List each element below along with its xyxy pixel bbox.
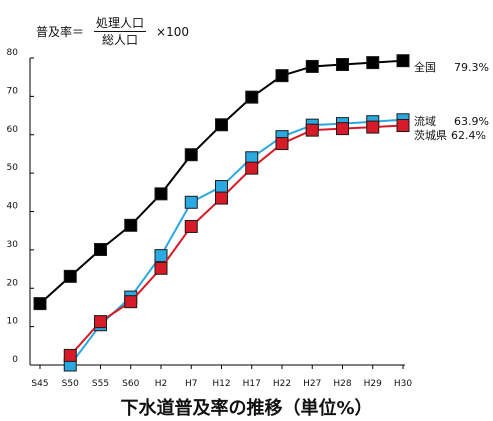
- series-value-label: 62.4%: [451, 129, 486, 142]
- data-point: [94, 315, 107, 329]
- y-tick-label: 30: [7, 240, 19, 250]
- x-tick-label: H22: [273, 379, 291, 389]
- data-point: [366, 120, 380, 134]
- data-point: [154, 249, 168, 263]
- data-point: [336, 122, 349, 136]
- y-tick-label: 70: [7, 86, 19, 96]
- data-point: [215, 180, 228, 194]
- x-tick-label: S45: [31, 379, 48, 389]
- x-tick-label: H2: [155, 379, 168, 389]
- series-value-label: 79.3%: [454, 61, 489, 74]
- data-point: [275, 69, 289, 83]
- x-tick-label: S50: [62, 379, 79, 389]
- series-label: 流域: [414, 114, 436, 128]
- data-point: [94, 242, 107, 256]
- data-point: [245, 90, 259, 104]
- data-point: [63, 269, 77, 283]
- data-point: [275, 137, 289, 151]
- x-tick-label: H27: [303, 379, 321, 389]
- data-point: [184, 219, 198, 233]
- y-tick-label: 80: [7, 48, 19, 58]
- formula-lhs: 普及率＝: [36, 25, 85, 39]
- y-tick-label: 50: [7, 163, 19, 173]
- data-point: [33, 297, 47, 311]
- y-tick-label: 10: [7, 317, 19, 327]
- series-label: 全国: [414, 60, 436, 74]
- data-point: [63, 348, 77, 362]
- formula: 普及率＝ 処理人口 総人口 ×100: [36, 16, 189, 47]
- y-tick-label: 20: [7, 278, 19, 288]
- formula-fraction: 処理人口 総人口: [94, 16, 147, 47]
- data-point: [215, 118, 228, 132]
- x-tick-label: H29: [364, 379, 382, 389]
- data-point: [184, 195, 198, 209]
- series-line: [69, 118, 404, 366]
- data-point: [366, 56, 380, 70]
- data-point: [154, 261, 168, 275]
- data-point: [154, 187, 168, 201]
- x-tick-label: H30: [394, 379, 412, 389]
- data-point: [336, 58, 349, 72]
- x-tick-label: H7: [185, 379, 198, 389]
- formula-numerator: 処理人口: [94, 16, 147, 32]
- y-tick-label: 40: [7, 202, 19, 212]
- data-point: [305, 59, 319, 73]
- x-tick-label: H12: [212, 379, 230, 389]
- series-value-label: 63.9%: [454, 115, 489, 128]
- data-point: [124, 218, 138, 232]
- data-point: [396, 54, 410, 68]
- data-point: [245, 161, 259, 175]
- x-tick-label: H17: [243, 379, 261, 389]
- y-tick-label: 60: [7, 125, 19, 135]
- chart-caption: 下水道普及率の推移（単位%）: [120, 398, 373, 419]
- x-tick-label: S55: [92, 379, 109, 389]
- x-tick-label: H28: [333, 379, 351, 389]
- x-tick-label: S60: [122, 379, 139, 389]
- formula-multiplier: ×100: [156, 24, 189, 39]
- data-point: [215, 191, 228, 205]
- data-point: [124, 295, 138, 309]
- series-line: [69, 124, 404, 357]
- data-point: [396, 119, 410, 133]
- data-point: [184, 148, 198, 162]
- y-tick-label: 0: [12, 355, 18, 365]
- data-point: [305, 123, 319, 137]
- formula-denominator: 総人口: [102, 33, 139, 47]
- series-label: 茨城県: [414, 128, 447, 142]
